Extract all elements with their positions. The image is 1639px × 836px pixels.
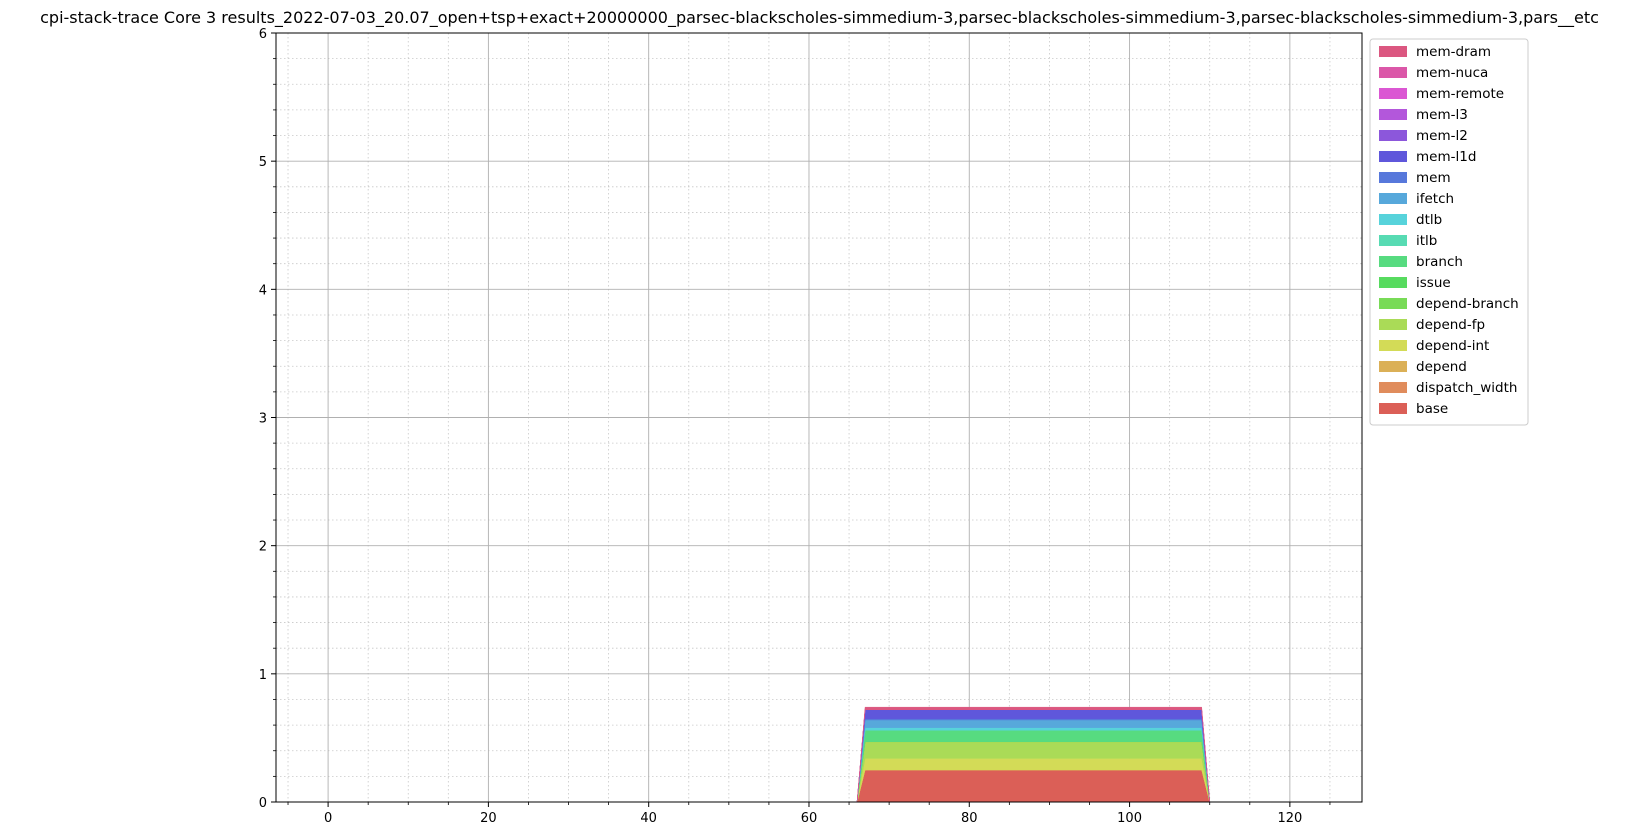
legend-label-depend-fp: depend-fp xyxy=(1416,317,1485,333)
legend-label-depend-branch: depend-branch xyxy=(1416,296,1519,312)
legend-label-base: base xyxy=(1416,401,1448,417)
legend-swatch-mem-l3 xyxy=(1379,109,1407,120)
x-tick-label: 20 xyxy=(480,811,497,826)
legend-label-mem-remote: mem-remote xyxy=(1416,86,1504,102)
legend-label-dispatch_width: dispatch_width xyxy=(1416,380,1517,396)
ticks: 0 20 40 60 80 100 120 0 1 2 3 4 5 6 xyxy=(259,27,1331,826)
legend-swatch-mem-remote xyxy=(1379,88,1407,99)
legend-label-dtlb: dtlb xyxy=(1416,212,1442,228)
legend-swatch-mem xyxy=(1379,172,1407,183)
legend-swatch-depend xyxy=(1379,361,1407,372)
legend-swatch-itlb xyxy=(1379,235,1407,246)
legend-swatch-mem-l2 xyxy=(1379,130,1407,141)
x-tick-label: 0 xyxy=(324,811,332,826)
legend-label-depend: depend xyxy=(1416,359,1467,375)
legend-swatch-mem-nuca xyxy=(1379,67,1407,78)
x-tick-label: 100 xyxy=(1117,811,1142,826)
legend-swatch-issue xyxy=(1379,277,1407,288)
legend-label-mem-l2: mem-l2 xyxy=(1416,128,1468,144)
x-tick-label: 40 xyxy=(640,811,657,826)
x-tick-label: 120 xyxy=(1277,811,1302,826)
legend-swatch-dtlb xyxy=(1379,214,1407,225)
legend-box xyxy=(1369,38,1529,426)
legend-label-issue: issue xyxy=(1416,275,1451,291)
legend-label-ifetch: ifetch xyxy=(1416,191,1454,207)
grid xyxy=(276,32,1362,803)
legend-label-branch: branch xyxy=(1416,254,1463,270)
x-tick-label: 60 xyxy=(801,811,818,826)
chart-title: cpi-stack-trace Core 3 results_2022-07-0… xyxy=(40,8,1599,27)
legend-label-mem-l1d: mem-l1d xyxy=(1416,149,1476,165)
stacked-areas xyxy=(856,706,1211,803)
area-base xyxy=(856,769,1211,803)
legend-swatch-dispatch_width xyxy=(1379,382,1407,393)
legend-swatch-depend-fp xyxy=(1379,319,1407,330)
legend-label-mem-nuca: mem-nuca xyxy=(1416,65,1488,81)
y-tick-label: 3 xyxy=(259,412,267,427)
y-tick-label: 0 xyxy=(259,796,267,811)
legend-swatch-base xyxy=(1379,403,1407,414)
legend-swatch-depend-int xyxy=(1379,340,1407,351)
legend-swatch-depend-branch xyxy=(1379,298,1407,309)
legend-label-itlb: itlb xyxy=(1416,233,1437,249)
legend-label-mem: mem xyxy=(1416,170,1451,186)
legend-swatch-branch xyxy=(1379,256,1407,267)
legend: mem-dram mem-nuca mem-remote mem-l3 mem-l2 me… xyxy=(1369,38,1529,426)
legend-label-mem-dram: mem-dram xyxy=(1416,44,1491,60)
y-tick-label: 4 xyxy=(259,283,267,298)
y-tick-label: 6 xyxy=(259,27,267,42)
x-tick-label: 80 xyxy=(961,811,978,826)
y-tick-label: 1 xyxy=(259,668,267,683)
legend-label-depend-int: depend-int xyxy=(1416,338,1489,354)
legend-swatch-ifetch xyxy=(1379,193,1407,204)
legend-swatch-mem-dram xyxy=(1379,46,1407,57)
y-tick-label: 2 xyxy=(259,540,267,555)
y-tick-label: 5 xyxy=(259,155,267,170)
legend-swatch-mem-l1d xyxy=(1379,151,1407,162)
legend-label-mem-l3: mem-l3 xyxy=(1416,107,1468,123)
